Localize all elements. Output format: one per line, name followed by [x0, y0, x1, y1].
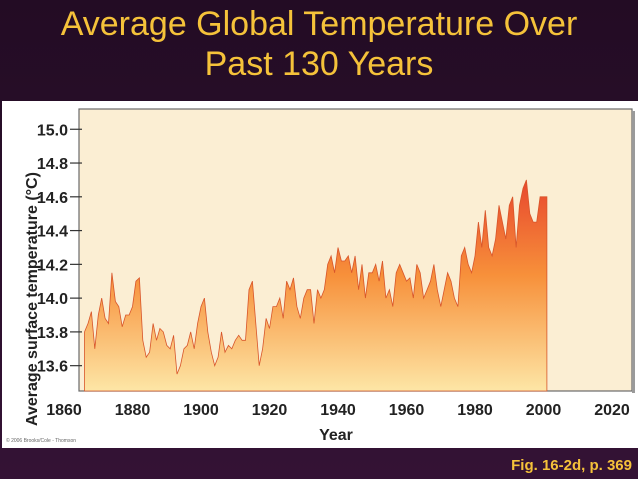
- y-tick-label: 14.8: [37, 156, 68, 173]
- x-tick-label: 1880: [115, 402, 151, 419]
- x-tick-label: 1920: [252, 402, 288, 419]
- y-tick-label: 14.0: [37, 291, 68, 308]
- temperature-area: [84, 179, 548, 392]
- x-tick-label: 1980: [457, 402, 493, 419]
- x-tick-label: 1900: [183, 402, 219, 419]
- x-tick-label: 2020: [594, 402, 630, 419]
- x-tick-label: 2000: [526, 402, 562, 419]
- x-tick-label: 1860: [46, 402, 82, 419]
- y-tick-label: 14.6: [37, 190, 68, 207]
- temperature-chart: 13.6 13.8 14.0 14.2 14.4 14.6 14.8 15.0 1860 188…: [24, 108, 635, 444]
- figure-reference: Fig. 16-2d, p. 369: [511, 457, 632, 474]
- figure-panel: 13.6 13.8 14.0 14.2 14.4 14.6 14.8 15.0 1860 188…: [2, 101, 638, 448]
- y-tick-label: 13.6: [37, 359, 68, 376]
- slide-title-line-2: Past 130 Years: [204, 45, 434, 83]
- x-tick-label: 1960: [389, 402, 425, 419]
- y-tick-label: 14.4: [37, 224, 68, 241]
- y-tick-label: 15.0: [37, 122, 68, 139]
- y-axis-label: Average surface temperature (°C): [24, 172, 41, 426]
- y-tick-label: 14.2: [37, 257, 68, 274]
- y-tick-label: 13.8: [37, 325, 68, 342]
- slide-title-line-1: Average Global Temperature Over: [60, 5, 578, 43]
- plot-frame-shadow: [632, 111, 635, 393]
- x-tick-label: 1940: [320, 402, 356, 419]
- copyright-text: © 2006 Brooks/Cole - Thomson: [6, 438, 77, 444]
- y-axis: 13.6 13.8 14.0 14.2 14.4 14.6 14.8 15.0: [37, 122, 82, 376]
- x-axis-label: Year: [319, 427, 353, 444]
- slide-title: Average Global Temperature Over Past 130…: [0, 4, 638, 84]
- x-axis: 1860 1880 1900 1920 1940 1960 1980 2000 2020: [46, 402, 630, 419]
